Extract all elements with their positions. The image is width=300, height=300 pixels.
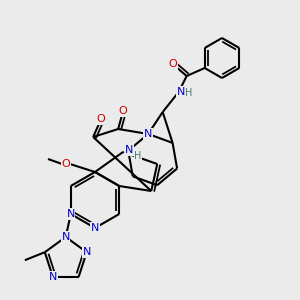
Text: N: N: [49, 272, 57, 282]
Text: O: O: [168, 59, 177, 69]
Text: H: H: [134, 151, 142, 161]
Text: N: N: [61, 232, 70, 242]
Text: H: H: [185, 88, 192, 98]
Text: N: N: [67, 209, 75, 219]
Text: N: N: [82, 247, 91, 257]
Text: N: N: [91, 223, 99, 233]
Text: N: N: [176, 87, 185, 97]
Text: O: O: [119, 106, 128, 116]
Text: O: O: [61, 159, 70, 169]
Text: N: N: [144, 129, 152, 139]
Text: O: O: [97, 114, 106, 124]
Text: N: N: [125, 145, 133, 155]
